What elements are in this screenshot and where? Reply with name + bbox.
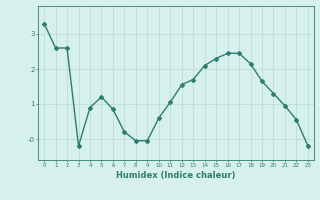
X-axis label: Humidex (Indice chaleur): Humidex (Indice chaleur) bbox=[116, 171, 236, 180]
